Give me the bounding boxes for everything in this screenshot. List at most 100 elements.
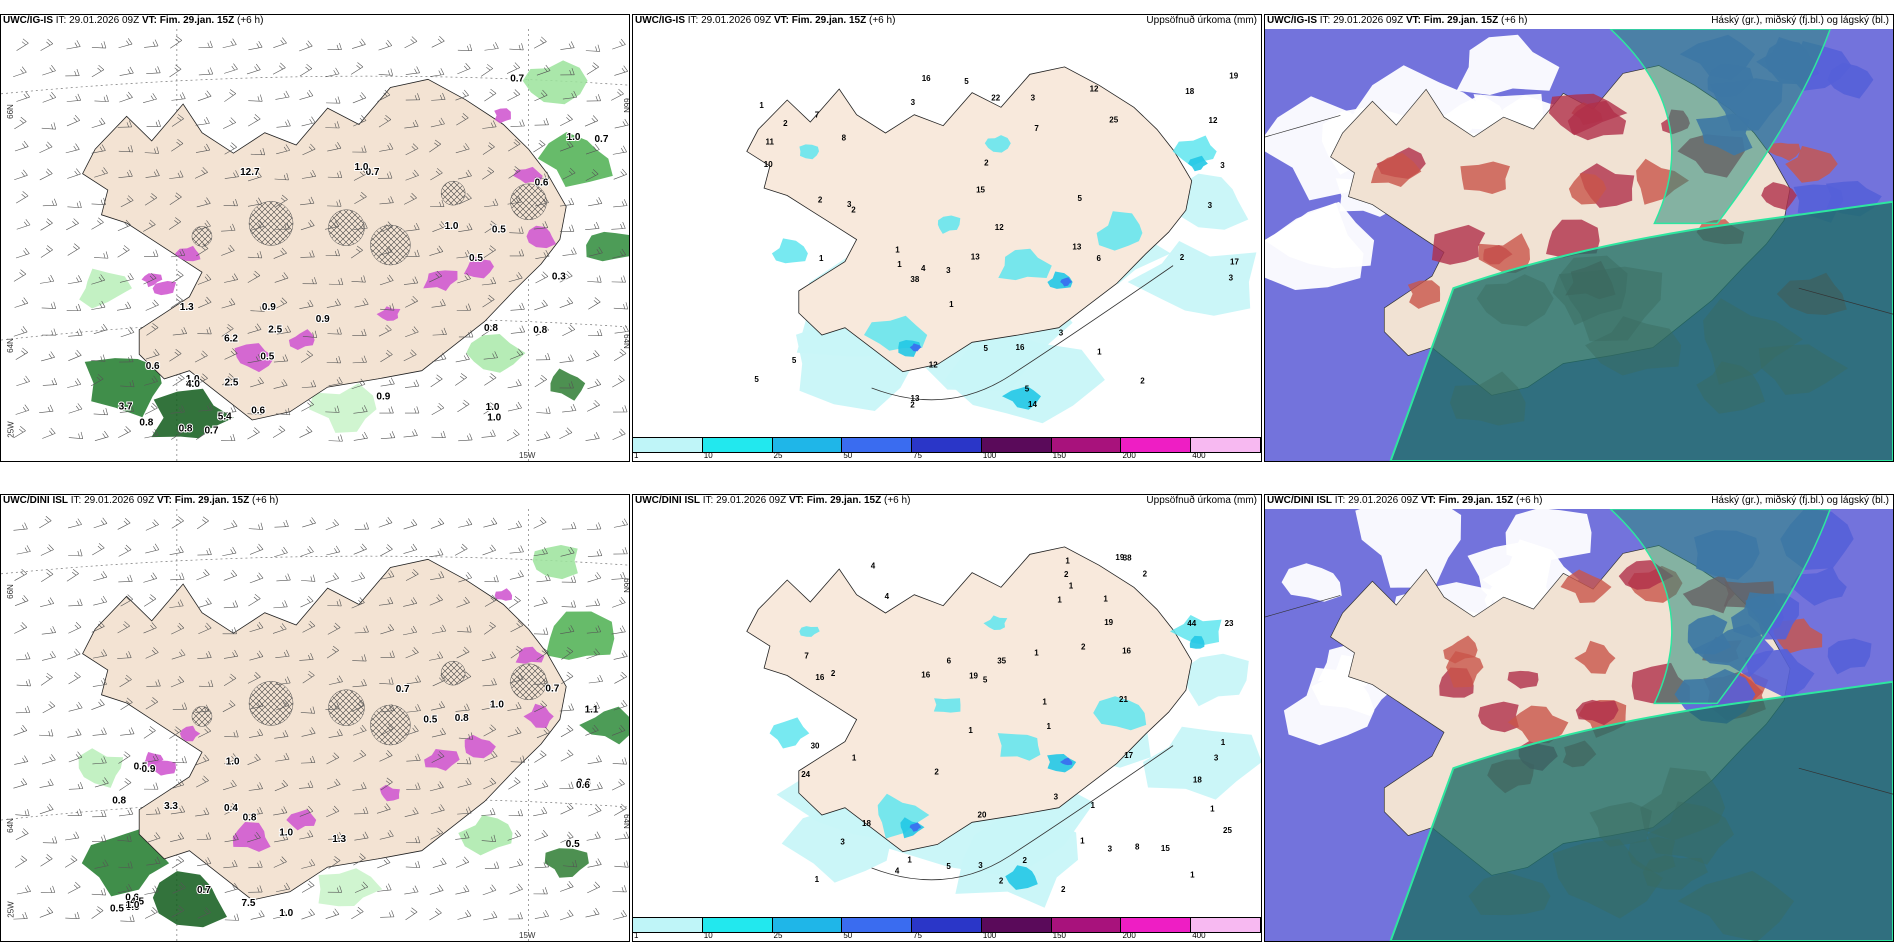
high-cloud-area xyxy=(1446,651,1484,688)
wind-barb xyxy=(562,860,578,868)
precip-value-label: 3 xyxy=(1108,844,1113,853)
wind-barb xyxy=(405,66,420,75)
wind-barb xyxy=(144,39,159,48)
convective-area xyxy=(463,256,494,279)
wind-barb xyxy=(169,170,184,179)
wind-barb xyxy=(455,89,469,101)
boundary-line xyxy=(1265,595,1341,618)
wind-barb xyxy=(534,860,549,869)
value-label: 7.5 xyxy=(242,898,256,909)
wind-barb xyxy=(222,405,237,414)
wind-barb xyxy=(509,249,525,257)
wind-barb xyxy=(171,622,185,635)
hatched-area xyxy=(510,183,547,221)
wind-barb xyxy=(584,115,599,127)
wind-barb xyxy=(458,330,474,338)
wind-barb xyxy=(585,432,600,441)
wind-barb xyxy=(66,40,81,50)
precip-value-label: 5 xyxy=(754,375,759,384)
wind-barb xyxy=(508,272,523,283)
low-cloud-patch xyxy=(1450,371,1526,426)
hatched-area xyxy=(370,704,411,746)
wind-barb xyxy=(432,674,446,687)
precip-value-label: 3 xyxy=(978,861,983,870)
wind-barb xyxy=(196,427,209,440)
precip-area xyxy=(84,358,162,418)
colorbar-tick-label: 50 xyxy=(843,451,853,460)
value-label: 1.0 xyxy=(445,221,459,232)
wind-barb xyxy=(405,836,421,844)
wind-barb xyxy=(300,219,315,231)
low-cloud-patch xyxy=(1642,855,1708,890)
wind-barb xyxy=(560,881,574,892)
precip-value-label: 17 xyxy=(1124,751,1133,760)
wind-barb xyxy=(510,755,525,763)
wind-barb xyxy=(117,651,132,659)
precip-value-label: 2 xyxy=(934,768,939,777)
wind-barb xyxy=(197,597,212,608)
wind-barb xyxy=(533,596,548,607)
wind-barb xyxy=(458,732,474,740)
wind-barb xyxy=(42,65,56,76)
high-cloud-area xyxy=(1478,701,1519,733)
precip-value-label: 38 xyxy=(910,275,919,284)
wind-barb xyxy=(535,249,550,259)
wind-barb xyxy=(302,517,316,528)
colorbar-tick-label: 100 xyxy=(982,451,997,460)
wind-barb xyxy=(301,859,316,869)
wind-barb xyxy=(224,913,240,921)
wind-barb xyxy=(67,648,81,660)
wind-barb xyxy=(508,912,523,920)
value-label: 0.9 xyxy=(316,314,330,325)
precip-area xyxy=(458,815,513,856)
wind-barb xyxy=(65,831,80,841)
value-label: 1.0 xyxy=(487,412,501,423)
precip-moderate xyxy=(771,238,808,264)
precip-area xyxy=(586,231,629,262)
wind-barb xyxy=(223,569,238,581)
wind-barb xyxy=(171,856,185,869)
wind-barb xyxy=(354,625,369,634)
wind-barb xyxy=(614,118,629,129)
value-label: 0.8 xyxy=(243,813,257,824)
wind-barb xyxy=(196,775,209,788)
wind-barb xyxy=(353,221,368,230)
wind-barb xyxy=(93,595,108,606)
wind-barb xyxy=(534,750,547,763)
precip-value-label: 13 xyxy=(911,394,920,403)
low-cloud-patch xyxy=(1558,266,1663,342)
wind-barb xyxy=(585,44,601,52)
value-label: 6.2 xyxy=(224,334,238,345)
colorbar-tick-label: 1 xyxy=(634,931,639,940)
wind-barb xyxy=(406,704,421,713)
wind-barb xyxy=(533,806,548,817)
wind-barb xyxy=(92,678,107,687)
wind-barb xyxy=(510,119,525,127)
wind-barb xyxy=(197,90,212,102)
wind-barb xyxy=(484,88,497,102)
wind-barb xyxy=(273,37,287,48)
precip-value-label: 3 xyxy=(1229,273,1234,282)
value-label: 1.0 xyxy=(486,402,500,413)
wind-barb xyxy=(275,699,290,711)
wind-barb xyxy=(66,115,81,127)
precip-value-label: 1 xyxy=(852,754,857,763)
precip-value-label: 12 xyxy=(1209,116,1218,125)
panel-row1-clouds: UWC/IG-IS IT: 29.01.2026 09Z VT: Fim. 29… xyxy=(1264,14,1894,462)
wind-barb xyxy=(170,295,183,308)
wind-barb xyxy=(300,546,314,557)
high-cloud-area xyxy=(1370,152,1422,187)
wind-barb xyxy=(94,167,108,178)
wind-barb xyxy=(457,43,473,51)
wind-barb xyxy=(299,780,314,789)
wind-barb xyxy=(221,223,236,232)
wind-barb xyxy=(299,89,314,100)
wind-barb xyxy=(614,860,629,868)
wind-barb xyxy=(588,782,603,791)
wind-barb xyxy=(327,170,343,178)
wind-barb xyxy=(13,269,27,282)
wind-barb xyxy=(223,860,238,869)
low-cloud-patch xyxy=(1646,801,1734,865)
wind-barb xyxy=(64,855,78,868)
precip-moderate xyxy=(998,248,1052,281)
